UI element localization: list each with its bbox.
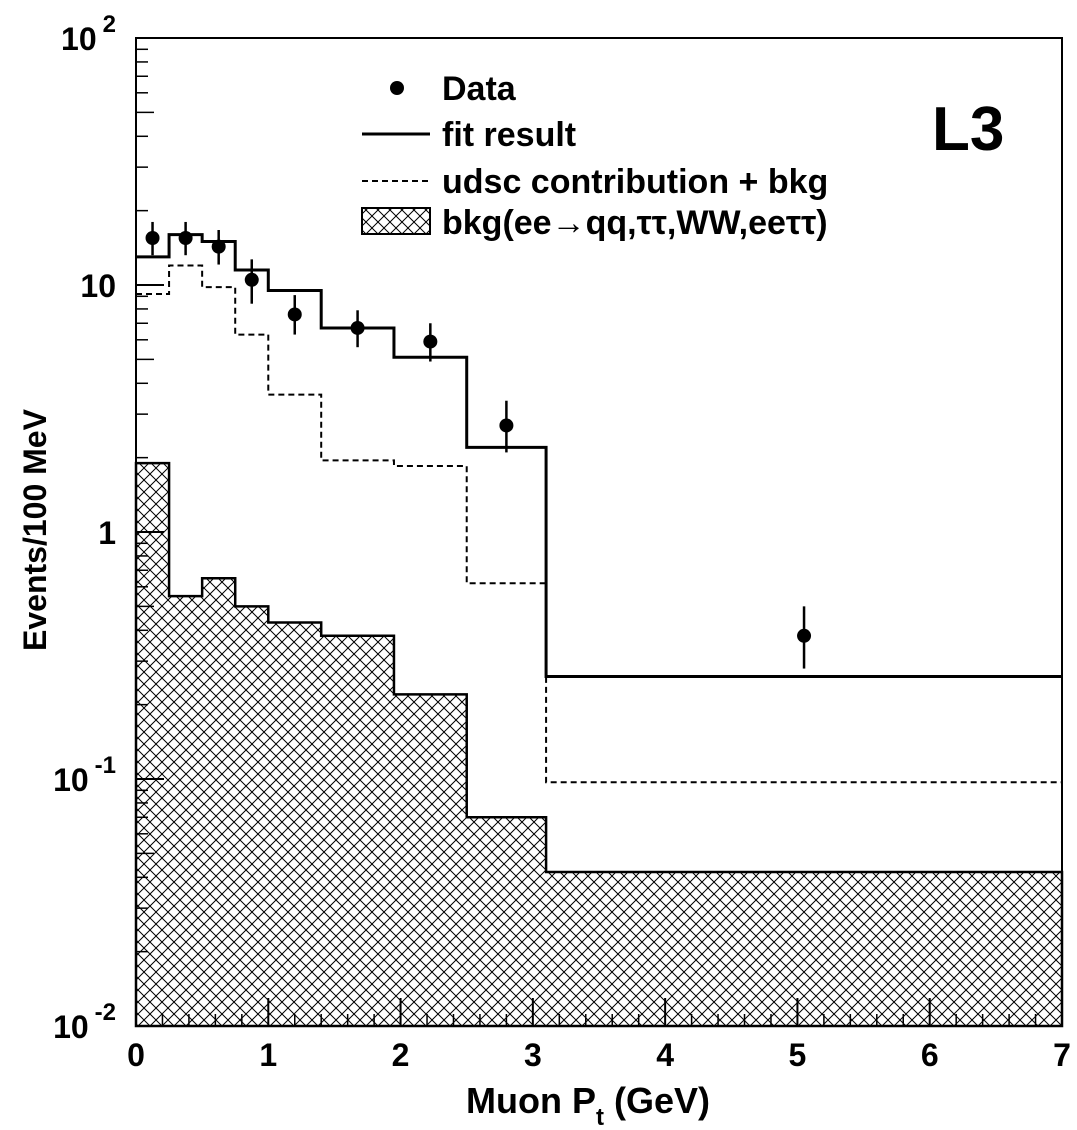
fit-histogram-line xyxy=(136,233,1062,679)
legend-label-bkg: bkg(ee→qq,ττ,WW,eeττ) xyxy=(442,204,828,242)
y-tick-exponent: -1 xyxy=(95,752,116,779)
legend: Data fit result udsc contribution + bkg … xyxy=(361,70,828,242)
data-points xyxy=(145,221,812,669)
x-tick-label: 4 xyxy=(656,1037,674,1073)
y-tick-label: 1 xyxy=(98,515,116,551)
bkg-histogram xyxy=(134,461,1064,1028)
data-point xyxy=(145,230,160,245)
data-point xyxy=(178,230,193,245)
legend-label-udsc: udsc contribution + bkg xyxy=(442,163,828,201)
data-point xyxy=(499,418,514,433)
x-axis-title-unit: (GeV) xyxy=(604,1080,710,1121)
y-tick-label: 10 2 xyxy=(61,11,116,57)
x-axis-title-main: Muon P xyxy=(466,1080,596,1121)
x-axis-title-sub: t xyxy=(596,1104,604,1130)
legend-label-data: Data xyxy=(442,70,517,108)
legend-marker-data xyxy=(390,81,404,95)
experiment-label: L3 xyxy=(932,95,1004,164)
y-tick-base: 10 xyxy=(53,762,89,798)
y-tick-base: 1 xyxy=(98,515,116,551)
legend-symbols xyxy=(361,81,431,235)
data-point xyxy=(211,239,226,254)
x-tick-label: 2 xyxy=(392,1037,410,1073)
legend-box-bkg xyxy=(361,207,431,235)
histogram-series xyxy=(136,233,1062,784)
x-tick-label: 5 xyxy=(789,1037,807,1073)
y-axis-title: Events/100 MeV xyxy=(17,408,53,651)
x-tick-label: 3 xyxy=(524,1037,542,1073)
x-tick-label: 0 xyxy=(127,1037,145,1073)
data-point xyxy=(287,307,302,322)
y-tick-base: 10 xyxy=(80,268,116,304)
legend-label-fit: fit result xyxy=(442,116,576,154)
x-tick-label: 1 xyxy=(259,1037,277,1073)
y-tick-exponent: 2 xyxy=(103,11,116,38)
data-point xyxy=(797,628,812,643)
y-tick-label: 10 -2 xyxy=(53,999,116,1045)
x-tick-label: 7 xyxy=(1053,1037,1071,1073)
y-tick-label: 10 -1 xyxy=(53,752,116,798)
data-point xyxy=(244,272,259,287)
x-tick-label: 6 xyxy=(921,1037,939,1073)
y-tick-label: 10 xyxy=(80,268,116,304)
data-point xyxy=(350,320,365,335)
y-tick-base: 10 xyxy=(61,21,97,57)
bkg-hatched-area xyxy=(134,461,1064,1028)
udsc-histogram-line xyxy=(136,264,1062,784)
data-point xyxy=(423,334,438,349)
x-axis-title: Muon Pt (GeV) xyxy=(466,1080,710,1130)
y-tick-exponent: -2 xyxy=(95,999,116,1026)
y-tick-base: 10 xyxy=(53,1009,89,1045)
